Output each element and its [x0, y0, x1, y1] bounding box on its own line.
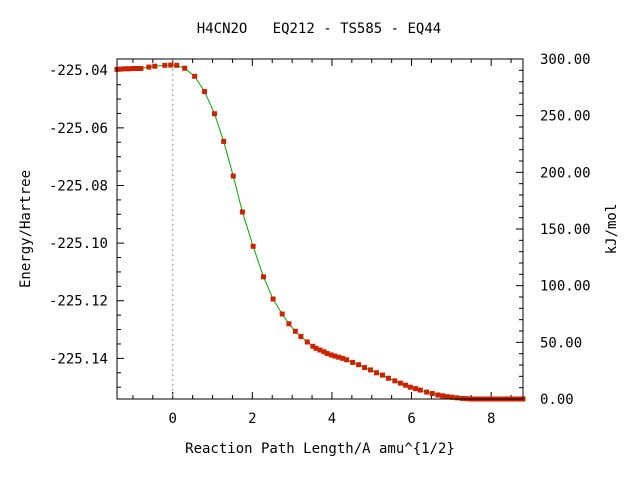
- data-point: [168, 62, 174, 68]
- data-point: [407, 384, 413, 390]
- series-points: [114, 62, 526, 402]
- y2-tick-label: 100.00: [540, 279, 591, 295]
- data-point: [344, 357, 350, 363]
- data-point: [385, 375, 391, 381]
- x-tick-label: 6: [407, 411, 415, 427]
- y2-ticks: 0.00 50.00 100.00 150.00 200.00 250.00 300.00: [516, 52, 591, 408]
- y-tick-label: -225.04: [49, 63, 108, 79]
- x-ticks: 0 2 4 6 8: [132, 59, 512, 427]
- data-point: [440, 393, 446, 399]
- data-point: [230, 173, 236, 179]
- x-tick-label: 4: [328, 411, 336, 427]
- data-point: [250, 243, 256, 249]
- data-point: [392, 378, 398, 384]
- data-point: [118, 66, 124, 72]
- data-point: [134, 66, 140, 72]
- data-point: [397, 380, 403, 386]
- y2-tick-label: 150.00: [540, 222, 591, 238]
- y2-tick-label: 300.00: [540, 52, 591, 68]
- y2-tick-label: 200.00: [540, 165, 591, 181]
- y-tick-label: -225.14: [49, 351, 108, 367]
- y-ticks: -225.04 -225.06 -225.08 -225.10 -225.12 -225.…: [49, 63, 124, 388]
- data-point: [424, 389, 430, 395]
- data-point: [444, 394, 450, 400]
- x-axis-title: Reaction Path Length/A amu^{1/2}: [185, 441, 455, 457]
- data-point: [304, 339, 310, 345]
- y-tick-label: -225.12: [49, 294, 108, 310]
- data-point: [239, 209, 245, 215]
- data-point: [126, 66, 132, 72]
- data-point: [374, 370, 380, 376]
- data-point: [321, 349, 327, 355]
- y-axis-title: Energy/Hartree: [18, 170, 34, 288]
- data-point: [310, 343, 316, 349]
- data-point: [435, 392, 441, 398]
- y-tick-label: -225.08: [49, 178, 108, 194]
- y2-tick-label: 50.00: [540, 335, 582, 351]
- data-point: [454, 395, 460, 401]
- data-point: [459, 395, 465, 401]
- y2-tick-label: 250.00: [540, 109, 591, 125]
- data-point: [152, 63, 158, 69]
- data-point: [413, 386, 419, 392]
- y-tick-label: -225.10: [49, 236, 108, 252]
- data-point: [317, 347, 323, 353]
- plot-frame: [116, 58, 524, 400]
- data-point: [260, 274, 266, 280]
- x-tick-label: 2: [248, 411, 256, 427]
- data-point: [298, 333, 304, 339]
- data-point: [279, 311, 285, 317]
- data-point: [174, 62, 180, 68]
- data-point: [336, 354, 342, 360]
- data-point: [286, 321, 292, 327]
- data-point: [212, 111, 218, 117]
- data-point: [356, 362, 362, 368]
- data-point: [340, 355, 346, 361]
- chart-title: H4CN2O EQ212 - TS585 - EQ44: [197, 21, 441, 37]
- data-point: [182, 65, 188, 71]
- data-point: [332, 353, 338, 359]
- data-point: [122, 66, 128, 72]
- data-point: [221, 138, 227, 144]
- data-point: [313, 345, 319, 351]
- data-point: [162, 62, 168, 68]
- data-point: [417, 387, 423, 393]
- data-point: [138, 66, 144, 72]
- data-point: [192, 73, 198, 79]
- y2-tick-label: 0.00: [540, 392, 574, 408]
- data-point: [292, 328, 298, 334]
- x-tick-label: 0: [169, 411, 177, 427]
- y2-axis-title: kJ/mol: [604, 204, 620, 255]
- x-tick-label: 8: [487, 411, 495, 427]
- data-point: [146, 64, 152, 70]
- data-point: [350, 359, 356, 365]
- data-point: [328, 352, 334, 358]
- data-point: [368, 367, 374, 373]
- data-point: [429, 391, 435, 397]
- data-point: [130, 66, 136, 72]
- data-point: [403, 382, 409, 388]
- data-point: [324, 350, 330, 356]
- data-point: [449, 394, 455, 400]
- y-tick-label: -225.06: [49, 121, 108, 137]
- data-point: [379, 372, 385, 378]
- data-point: [362, 365, 368, 371]
- data-point: [270, 296, 276, 302]
- data-point: [202, 89, 208, 95]
